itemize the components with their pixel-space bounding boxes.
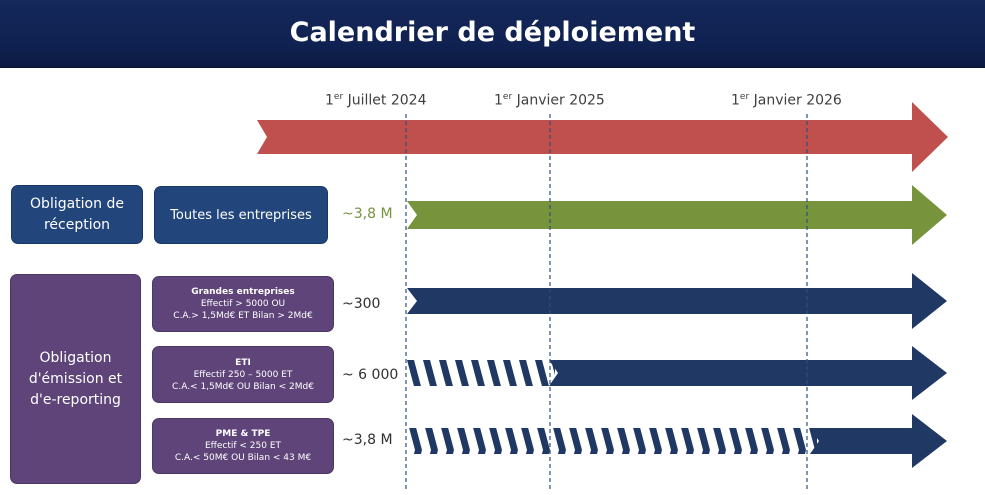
- eti-arrow: [549, 346, 947, 400]
- date-label-january-2026: 1er Janvier 2026: [731, 92, 842, 109]
- sme-arrow: [810, 414, 947, 468]
- eti-criteria-2: C.A.< 1,5Md€ OU Bilan < 2Md€: [172, 381, 314, 392]
- reception-obligation-line2: réception: [43, 216, 111, 233]
- emission-obligation-line2: d'émission et: [28, 370, 123, 387]
- reception-count: ~3,8 M: [342, 206, 393, 222]
- sme-chevron-segment: [407, 428, 817, 454]
- eti-criteria-1: Effectif 250 – 5000 ET: [193, 369, 293, 380]
- title-bar: Calendrier de déploiement: [0, 0, 985, 68]
- emission-obligation-line1: Obligation: [39, 349, 112, 366]
- large-companies-box: Grandes entreprises Effectif > 5000 OU C…: [152, 276, 334, 332]
- all-companies-label: Toutes les entreprises: [170, 207, 312, 223]
- reception-obligation-line1: Obligation de: [30, 195, 124, 212]
- emission-obligation-line3: d'e-reporting: [30, 391, 121, 408]
- page-title: Calendrier de déploiement: [289, 17, 696, 48]
- large-companies-criteria-2: C.A.> 1,5Md€ ET Bilan > 2Md€: [173, 311, 313, 321]
- sme-criteria-2: C.A.< 50M€ OU Bilan < 43 M€: [174, 453, 312, 463]
- date-label-january-2025: 1er Janvier 2025: [494, 92, 605, 109]
- reception-arrow: [407, 185, 947, 245]
- large-companies-criteria-1: Effectif > 5000 OU: [200, 299, 286, 309]
- timeline-arrow: [257, 102, 948, 172]
- sme-criteria-1: Effectif < 250 ET: [204, 441, 282, 451]
- large-companies-heading: Grandes entreprises: [191, 287, 295, 297]
- all-companies-box: Toutes les entreprises: [154, 186, 328, 244]
- sme-heading: PME & TPE: [215, 429, 271, 439]
- reception-obligation-box: Obligation de réception: [11, 185, 143, 244]
- emission-obligation-box: Obligation d'émission et d'e-reporting: [10, 274, 141, 484]
- sme-box: PME & TPE Effectif < 250 ET C.A.< 50M€ O…: [152, 418, 334, 474]
- eti-heading: ETI: [235, 357, 251, 368]
- large-companies-count: ~300: [342, 296, 381, 312]
- eti-box: ETI Effectif 250 – 5000 ET C.A.< 1,5Md€ …: [152, 346, 334, 403]
- eti-chevron-segment: [407, 360, 555, 386]
- sme-count: ~3,8 M: [342, 432, 393, 448]
- large-companies-arrow: [407, 273, 947, 329]
- date-label-july-2024: 1er Juillet 2024: [325, 92, 427, 109]
- eti-count: ~ 6 000: [342, 367, 399, 383]
